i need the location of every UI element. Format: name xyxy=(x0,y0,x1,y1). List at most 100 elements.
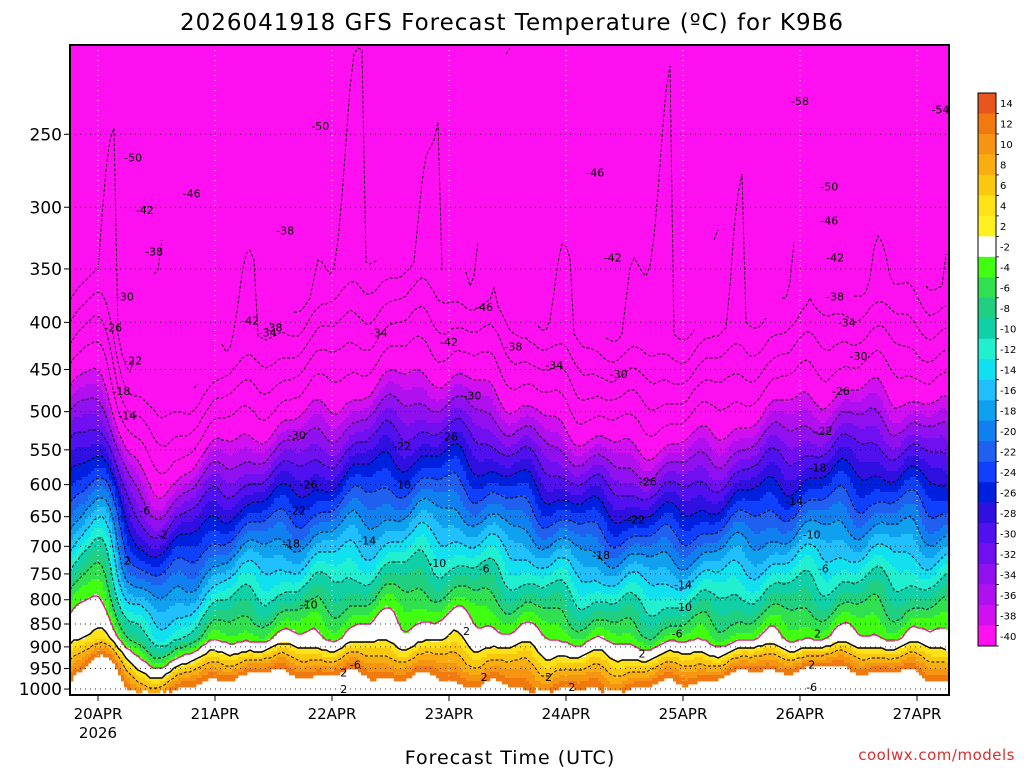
band-cell xyxy=(622,687,626,694)
band-cell xyxy=(592,438,596,448)
band-cell xyxy=(94,414,98,430)
band-cell xyxy=(235,480,239,496)
band-cell xyxy=(484,675,488,682)
band-cell xyxy=(439,663,443,673)
band-cell xyxy=(253,441,257,454)
band-cell xyxy=(148,660,152,667)
band-cell xyxy=(643,471,647,481)
band-cell xyxy=(370,657,374,664)
band-cell xyxy=(568,435,572,451)
band-cell xyxy=(346,402,350,418)
band-cell xyxy=(358,411,362,421)
band-cell xyxy=(310,429,314,445)
band-cell xyxy=(391,594,395,610)
band-cell xyxy=(598,465,602,475)
band-cell xyxy=(265,498,269,511)
band-cell xyxy=(283,432,287,442)
band-cell xyxy=(577,663,581,670)
band-cell xyxy=(463,672,467,679)
band-cell xyxy=(358,606,362,616)
band-cell xyxy=(442,420,446,433)
band-cell xyxy=(463,534,467,547)
band-cell xyxy=(175,45,179,481)
band-cell xyxy=(70,672,74,682)
band-cell xyxy=(94,369,98,385)
band-cell xyxy=(490,492,494,505)
band-cell xyxy=(541,675,545,685)
band-cell xyxy=(604,594,608,604)
band-cell xyxy=(406,441,410,457)
band-cell xyxy=(103,447,107,460)
band-cell xyxy=(553,606,557,625)
band-cell xyxy=(547,444,551,460)
band-cell xyxy=(598,651,602,658)
band-cell xyxy=(637,555,641,565)
band-cell xyxy=(382,45,386,376)
band-cell xyxy=(601,561,605,574)
band-cell xyxy=(379,591,383,601)
band-cell xyxy=(166,558,170,568)
band-cell xyxy=(430,660,434,667)
band-cell xyxy=(310,444,314,463)
band-cell xyxy=(463,597,467,610)
band-cell xyxy=(421,642,425,649)
band-cell xyxy=(133,672,137,679)
band-cell xyxy=(124,663,128,670)
band-cell xyxy=(181,678,185,682)
band-cell xyxy=(346,417,350,430)
band-cell xyxy=(172,531,176,541)
band-cell xyxy=(319,489,323,502)
band-cell xyxy=(649,558,653,571)
band-cell xyxy=(379,612,383,640)
band-cell xyxy=(85,501,89,511)
band-cell xyxy=(304,450,308,466)
band-cell xyxy=(73,483,77,499)
band-cell xyxy=(649,672,653,676)
band-cell xyxy=(388,564,392,574)
band-cell xyxy=(499,486,503,496)
band-cell xyxy=(541,636,545,658)
band-cell xyxy=(82,651,86,658)
band-cell xyxy=(259,657,263,661)
band-cell xyxy=(247,450,251,463)
band-cell xyxy=(160,681,164,688)
band-cell xyxy=(280,432,284,442)
band-cell xyxy=(541,528,545,541)
band-cell xyxy=(544,516,548,529)
band-cell xyxy=(499,648,503,655)
band-cell xyxy=(85,372,89,385)
band-cell xyxy=(91,597,95,631)
band-cell xyxy=(520,471,524,484)
band-cell xyxy=(433,456,437,469)
band-cell xyxy=(253,660,257,664)
band-cell xyxy=(118,435,122,445)
band-cell xyxy=(496,504,500,514)
band-cell xyxy=(658,660,662,667)
band-cell xyxy=(181,504,185,514)
band-cell xyxy=(337,549,341,565)
band-cell xyxy=(70,501,74,517)
band-cell xyxy=(667,660,671,667)
band-cell xyxy=(112,468,116,478)
band-cell xyxy=(409,372,413,391)
band-cell xyxy=(85,45,89,373)
band-cell xyxy=(487,459,491,472)
band-cell xyxy=(622,522,626,532)
band-cell xyxy=(427,381,431,397)
band-cell xyxy=(160,597,164,613)
band-cell xyxy=(478,660,482,667)
band-cell xyxy=(277,570,281,586)
band-cell xyxy=(139,570,143,580)
band-cell xyxy=(157,576,161,586)
band-cell xyxy=(196,669,200,676)
band-cell xyxy=(607,45,611,439)
band-cell xyxy=(640,480,644,490)
band-cell xyxy=(115,609,119,619)
band-cell xyxy=(247,618,251,634)
band-cell xyxy=(508,498,512,511)
band-cell xyxy=(448,45,452,382)
band-cell xyxy=(508,633,512,649)
band-cell xyxy=(553,417,557,433)
band-cell xyxy=(283,525,287,544)
band-cell xyxy=(214,474,218,487)
